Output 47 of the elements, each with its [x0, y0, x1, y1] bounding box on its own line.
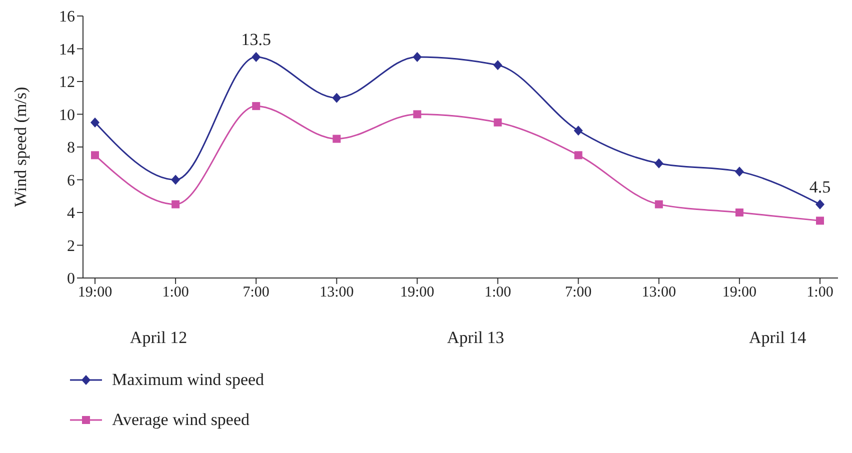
x-tick-label: 1:00 — [162, 284, 189, 301]
point — [735, 208, 744, 216]
y-tick-label: 4 — [67, 205, 75, 222]
point — [494, 118, 502, 126]
point — [91, 151, 99, 160]
x-tick-label: 1:00 — [484, 284, 512, 301]
legend-label: Average wind speed — [112, 410, 250, 430]
x-tick-label: 7:00 — [242, 284, 270, 301]
point — [816, 199, 824, 210]
text: April 13 — [447, 328, 504, 348]
y-tick-label: 6 — [67, 172, 75, 190]
y-tick-label: 10 — [59, 106, 75, 124]
y-tick-label: 14 — [59, 41, 75, 58]
y-tick-label: 0 — [67, 270, 75, 288]
point — [332, 134, 341, 143]
y-axis-title: Wind speed (m/s) — [11, 86, 30, 207]
point — [574, 151, 582, 160]
point — [816, 216, 824, 225]
y-tick-label: 16 — [59, 8, 75, 26]
data-label: 13.5 — [241, 30, 271, 49]
point — [734, 166, 744, 177]
point — [493, 60, 502, 70]
legend-label: Maximum wind speed — [112, 370, 264, 390]
point — [574, 126, 583, 136]
data-label: 4.5 — [809, 177, 831, 196]
x-tick-label: 1:00 — [806, 284, 834, 301]
point — [172, 200, 180, 208]
x-tick-label: 7:00 — [564, 284, 592, 301]
text: April 12 — [130, 328, 188, 348]
y-tick-label: 12 — [59, 74, 75, 92]
y-tick-label: 8 — [67, 140, 75, 157]
x-tick-label: 19:00 — [400, 284, 434, 301]
y-tick-label: 2 — [67, 238, 75, 255]
x-tick-label: 19:00 — [722, 284, 757, 301]
point — [252, 52, 261, 62]
point — [90, 117, 100, 128]
point — [413, 110, 422, 118]
point — [171, 174, 180, 185]
text: April 14 — [749, 328, 806, 348]
point — [654, 158, 664, 168]
point — [332, 92, 342, 103]
point — [654, 200, 663, 208]
x-tick-label: 13:00 — [320, 284, 354, 301]
x-tick-label: 13:00 — [642, 284, 676, 301]
x-tick-label: 19:00 — [78, 284, 112, 301]
point — [252, 102, 260, 110]
point — [412, 52, 422, 62]
